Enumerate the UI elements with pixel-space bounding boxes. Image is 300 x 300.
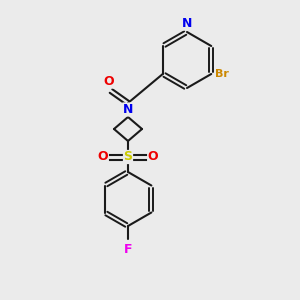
Text: N: N <box>182 17 192 30</box>
Text: S: S <box>124 151 133 164</box>
Text: O: O <box>148 151 158 164</box>
Text: Br: Br <box>215 69 229 79</box>
Text: F: F <box>124 243 132 256</box>
Text: O: O <box>98 151 108 164</box>
Text: O: O <box>104 75 114 88</box>
Text: N: N <box>123 103 133 116</box>
